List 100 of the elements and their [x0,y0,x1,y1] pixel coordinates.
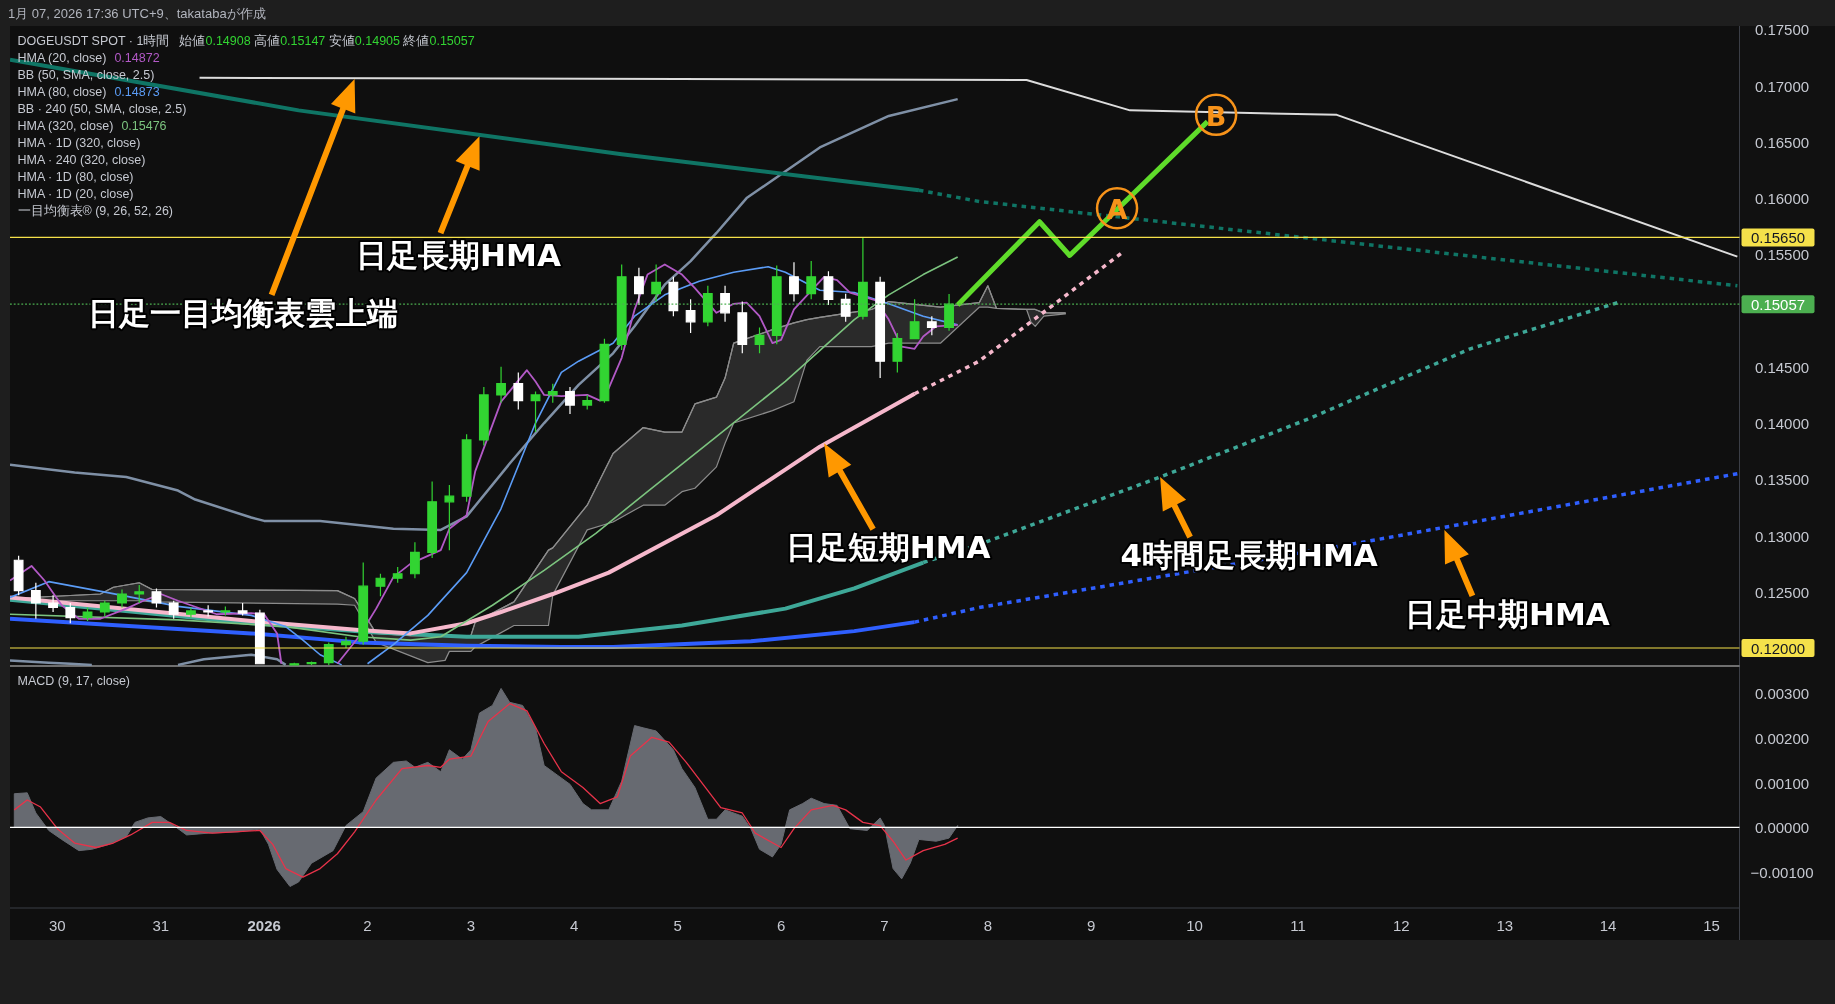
x-tick-label: 15 [1703,916,1720,934]
candlestick [720,285,730,323]
candlestick [341,636,351,649]
candlestick [599,338,610,404]
candlestick [858,236,868,321]
x-tick-label: 31 [152,916,170,934]
x-tick-label: 3 [466,916,476,934]
text: MACD (9, 17, close) [17,674,131,688]
candlestick [82,606,93,622]
ref-line-label: 0.15057 [1750,295,1806,313]
candlestick [220,605,231,616]
x-tick-label: 2026 [247,916,281,934]
y-tick-label: 0.17500 [1754,20,1810,38]
annotation: HMA (320, close) 0.15476 [17,119,167,133]
x-tick-label: 11 [1290,916,1306,934]
line-series [10,564,283,665]
candlestick [926,315,937,336]
x-tick-label: 7 [880,916,889,934]
candlestick [909,298,920,340]
candlestick [358,561,369,646]
text: 1月 07, 2026 17:36 UTC+9、takatabaが作成 [8,5,266,21]
candlestick [685,298,696,334]
y-tick-label: 0.12500 [1754,583,1810,601]
candlestick [65,602,76,624]
annotation: 日足一目均衡表雲上端 [87,294,398,331]
candlestick [427,480,438,559]
x-tick-label: 8 [983,916,992,934]
annotation: BB (50, SMA, close, 2.5) [17,68,155,82]
candlestick [616,263,627,351]
annotation: 日足中期HMA [1405,595,1610,632]
annotation: HMA (80, close) 0.14873 [17,85,160,99]
annotation: HMA · 1D (320, close) [17,136,141,150]
candlestick [254,609,265,665]
candlestick [565,386,575,415]
y-tick-label: 0.00100 [1754,774,1810,792]
annotation: HMA · 240 (320, close) [17,153,146,167]
annotation: HMA · 1D (80, close) [17,170,134,184]
annotation: HMA (20, close) 0.14872 [17,51,160,65]
candlestick [513,371,524,411]
candlestick [289,662,300,666]
ref-line-label: 0.15650 [1750,228,1806,246]
candlestick [134,584,145,604]
y-tick-label: 0.14000 [1754,414,1810,432]
candlestick [892,332,903,374]
candlestick [530,390,541,433]
candlestick [944,293,954,332]
y-tick-label: 0.13500 [1754,470,1810,488]
candlestick [702,285,713,327]
ref-line-label: 0.12000 [1750,639,1806,657]
text: DOGEUSDT SPOT · 1時間 [17,34,170,48]
x-tick-label: 5 [673,916,682,934]
x-tick-label: 2 [363,916,372,934]
annotation: HMA · 1D (20, close) [17,187,134,201]
candlestick [737,300,748,354]
line-series [10,97,959,532]
candlestick [461,433,472,503]
y-tick-label: 0.00000 [1754,818,1810,836]
y-tick-label: 0.16500 [1754,133,1810,151]
x-tick-label: 12 [1393,916,1410,934]
candlestick [410,541,420,579]
candlestick [771,264,782,345]
candlestick [48,594,58,613]
y-tick-label: 0.16000 [1754,189,1810,207]
candlestick [754,326,765,354]
annotation: 4時間足長期HMA [1120,537,1378,574]
x-tick-label: 9 [1087,916,1096,934]
candlestick [117,588,127,609]
candlestick [203,604,214,618]
x-tick-label: 14 [1599,916,1617,934]
y-tick-label: −0.00100 [1750,863,1814,881]
candlestick [823,270,834,306]
y-tick-label: 0.14500 [1754,358,1810,376]
line-series [10,580,343,666]
x-tick-label: 4 [570,916,579,934]
candlestick [582,394,593,411]
y-tick-label: 0.17000 [1754,77,1810,95]
candlestick [651,263,662,303]
candlestick [875,276,886,379]
x-tick-label: 13 [1496,916,1514,934]
y-tick-label: 0.13000 [1754,527,1810,545]
annotation: 一目均衡表® (9, 26, 52, 26) [17,204,174,218]
annotation: 日足長期HMA [356,237,561,274]
text: 始値0.14908 高値0.15147 安値0.14905 終値0.15057 [179,33,475,48]
candlestick [186,606,196,619]
candlestick [13,555,24,596]
x-tick-label: 30 [49,916,66,934]
candlestick [496,366,506,404]
candlestick [478,386,489,447]
x-tick-label: 10 [1186,916,1203,934]
candlestick [668,276,679,317]
candlestick [375,573,386,597]
candlestick [634,267,644,306]
y-tick-label: 0.15500 [1754,245,1810,263]
candlestick [444,484,455,551]
x-tick-label: 6 [776,916,786,934]
candlestick [806,260,817,300]
candlestick [151,587,162,609]
candlestick [99,600,110,618]
y-tick-label: 0.00200 [1754,729,1810,747]
y-tick-label: 0.00300 [1754,684,1810,702]
